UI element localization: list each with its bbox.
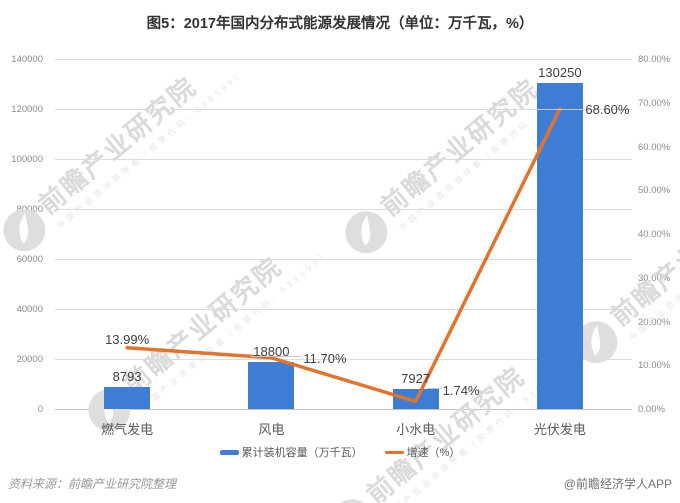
- line-value-label: 1.74%: [442, 383, 480, 399]
- x-category-label: 光伏发电: [533, 422, 586, 437]
- right-axis-tick-label: 50.00%: [638, 185, 671, 197]
- right-axis-tick-label: 80.00%: [638, 54, 671, 65]
- x-axis-line: [55, 409, 632, 410]
- bar-value-label: 18800: [253, 344, 290, 359]
- watermark-logo-icon: [575, 321, 618, 364]
- left-axis-tick-label: 40000: [16, 304, 43, 315]
- chart-title: 图5：2017年国内分布式能源发展情况（单位：万千瓦，%）: [146, 16, 534, 32]
- legend-item-growth: 增速（%）: [384, 444, 461, 460]
- gridline: [55, 59, 632, 60]
- left-axis-tick-label: 120000: [11, 104, 43, 115]
- line-value-label: 13.99%: [105, 332, 150, 348]
- bar-4: [536, 83, 583, 409]
- copyright-note: @前瞻经济学人APP: [563, 477, 672, 491]
- right-axis-tick-label: 30.00%: [638, 272, 671, 284]
- legend-line-swatch: [384, 450, 404, 454]
- left-axis-tick-label: 0: [37, 404, 43, 415]
- watermark: 前瞻产业研究院 中国产业咨询领导者（股票代码：839599）: [564, 149, 680, 375]
- legend-bar-swatch: [219, 449, 239, 455]
- right-axis-tick-label: 60.00%: [638, 141, 671, 153]
- footer: 资料来源：前瞻产业研究院整理 @前瞻经济学人APP: [8, 475, 672, 492]
- line-value-label: 11.70%: [303, 351, 347, 367]
- bar-value-label: 7927: [401, 371, 431, 387]
- bar-3: [392, 389, 439, 409]
- left-axis-tick-label: 20000: [16, 354, 43, 365]
- bar-value-label: 8793: [112, 369, 142, 385]
- left-axis-tick-label: 100000: [11, 154, 43, 165]
- bar-value-label: 130250: [538, 65, 582, 81]
- x-category-label: 燃气发电: [101, 422, 154, 437]
- legend: 累计装机容量（万千瓦） 增速（%）: [0, 444, 680, 460]
- right-axis-tick-label: 10.00%: [638, 360, 671, 372]
- x-category-label: 小水电: [396, 422, 436, 437]
- bar-2: [248, 362, 295, 409]
- bar-1: [104, 387, 151, 409]
- right-axis-tick-label: 40.00%: [638, 229, 671, 240]
- right-axis-tick-label: 20.00%: [638, 316, 671, 328]
- legend-item-capacity: 累计装机容量（万千瓦）: [219, 444, 363, 460]
- label-leader-line: [426, 388, 442, 390]
- line-value-label: 68.60%: [585, 102, 630, 118]
- left-axis-tick-label: 80000: [16, 204, 43, 215]
- left-axis-tick-label: 60000: [16, 254, 43, 265]
- right-axis-tick-label: 70.00%: [638, 97, 671, 109]
- source-note: 资料来源：前瞻产业研究院整理: [8, 477, 177, 491]
- label-leader-line: [535, 108, 584, 110]
- watermark-text: 前瞻产业研究院: [32, 70, 203, 220]
- watermark: 前瞻产业研究院 中国产业咨询领导者（股票代码：839599）: [0, 37, 248, 263]
- left-axis-tick-label: 140000: [11, 54, 43, 65]
- watermark-logo-icon: [3, 209, 46, 252]
- legend-bar-label: 累计装机容量（万千瓦）: [241, 447, 363, 459]
- legend-line-label: 增速（%）: [406, 447, 461, 459]
- right-axis-tick-label: 0.00%: [638, 404, 665, 415]
- x-category-label: 风电: [258, 422, 285, 437]
